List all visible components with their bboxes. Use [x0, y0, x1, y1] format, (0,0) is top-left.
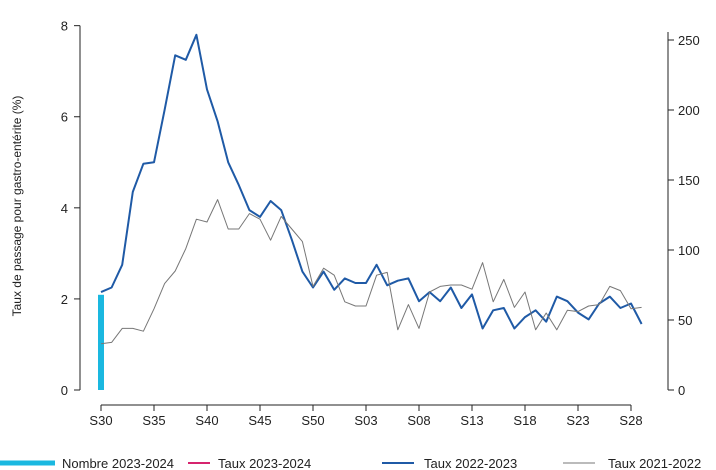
x-tick-label: S50	[301, 413, 324, 428]
y-left-tick-label: 4	[61, 201, 68, 216]
legend-taux-2021-2022: Taux 2021-2022	[563, 456, 701, 470]
x-tick-label: S30	[89, 413, 112, 428]
legend-taux-2022-2023: Taux 2022-2023	[382, 456, 517, 470]
bars	[98, 294, 104, 390]
x-tick-label: S08	[407, 413, 430, 428]
y-right-tick-label: 150	[678, 173, 700, 188]
line-taux-2021-2022	[100, 199, 642, 345]
x-tick-label: S40	[195, 413, 218, 428]
x-tick-label: S03	[354, 413, 377, 428]
x-tick-label: S13	[460, 413, 483, 428]
legend-taux-2023-2024: Taux 2023-2024	[188, 456, 311, 470]
x-tick-label: S35	[142, 413, 165, 428]
axes: 0 2 4 6 8 0 50 100 150 200 250 S30 S35 S40 S45 S50 S03 S0…	[61, 19, 700, 428]
legend-taux-2021-2022-swatch	[563, 462, 595, 464]
line-taux-2022-2023	[100, 33, 643, 330]
y-left-tick-label: 2	[61, 292, 68, 307]
legend-taux-2023-2024-swatch	[188, 462, 210, 464]
y-left-tick-label: 0	[61, 383, 68, 398]
bar-nombre-2023-2024	[98, 294, 104, 390]
legend-taux-2021-2022-label: Taux 2021-2022	[608, 456, 701, 470]
y-left-tick-label: 6	[61, 110, 68, 125]
y-right-tick-label: 50	[678, 313, 692, 328]
y-right-tick-label: 0	[678, 383, 685, 398]
x-tick-label: S18	[513, 413, 536, 428]
legend-taux-2022-2023-label: Taux 2022-2023	[424, 456, 517, 470]
x-tick-label: S23	[566, 413, 589, 428]
x-tick-label: S45	[248, 413, 271, 428]
y-right-tick-label: 100	[678, 243, 700, 258]
legend-nombre-2023-2024: Nombre 2023-2024	[0, 456, 174, 470]
legend-taux-2023-2024-label: Taux 2023-2024	[218, 456, 311, 470]
legend-nombre-2023-2024-swatch	[0, 460, 55, 466]
series-lines	[100, 33, 643, 345]
y-left-tick-label: 8	[61, 19, 68, 34]
legend: Nombre 2023-2024 Taux 2023-2024 Taux 2022-…	[0, 456, 701, 470]
y-right-tick-label: 250	[678, 33, 700, 48]
legend-nombre-2023-2024-label: Nombre 2023-2024	[62, 456, 174, 470]
y-axis-title: Taux de passage pour gastro-entérite (%)	[10, 96, 24, 317]
x-tick-label: S28	[619, 413, 642, 428]
legend-taux-2022-2023-swatch	[382, 462, 414, 464]
y-right-tick-label: 200	[678, 103, 700, 118]
